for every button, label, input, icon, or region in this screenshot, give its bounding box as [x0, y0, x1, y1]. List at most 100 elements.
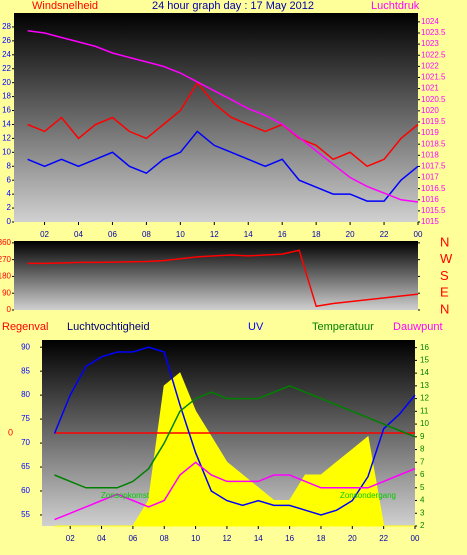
x-tick-label: 00 — [414, 230, 423, 239]
plot-area — [14, 13, 418, 222]
x-tick-label: 02 — [40, 230, 49, 239]
y-tick-label: 55 — [21, 510, 30, 519]
y-tick-label: 0 — [7, 217, 12, 226]
y2-tick-label: 11 — [420, 406, 429, 415]
y2-tick-label: S — [440, 268, 449, 283]
annotation: Zonsondergang — [340, 491, 396, 500]
y2-tick-label: 1018.5 — [421, 139, 446, 148]
legend-label: Dauwpunt — [393, 321, 443, 333]
x-tick-label: 14 — [254, 534, 263, 543]
y-tick-label: 360 — [0, 238, 12, 247]
x-tick-label: 22 — [380, 230, 389, 239]
y-tick-label: 65 — [21, 462, 30, 471]
y2-tick-label: E — [440, 285, 449, 300]
y-tick-label: 60 — [21, 486, 30, 495]
y2-tick-label: 1023.5 — [421, 28, 446, 37]
x-tick-label: 18 — [317, 534, 326, 543]
x-tick-label: 02 — [66, 534, 75, 543]
y2-tick-label: 2 — [420, 521, 425, 530]
y-tick-label: 8 — [7, 161, 12, 170]
y2-tick-label: 1020.5 — [421, 95, 446, 104]
y-tick-label: 10 — [2, 147, 11, 156]
y2-tick-label: 1020 — [421, 106, 439, 115]
y2-tick-label: 1021 — [421, 84, 439, 93]
x-tick-label: 04 — [97, 534, 106, 543]
y-tick-label: 14 — [2, 120, 11, 129]
annotation: Zonsopkomst — [101, 491, 150, 500]
x-tick-label: 10 — [176, 230, 185, 239]
x-tick-label: 08 — [142, 230, 151, 239]
y2-tick-label: 1017.5 — [421, 162, 446, 171]
y2-tick-label: N — [440, 301, 449, 316]
line — [54, 461, 416, 521]
y-tick-label: 16 — [2, 106, 11, 115]
legend-label: Temperatuur — [312, 321, 374, 333]
x-tick-label: 14 — [244, 230, 253, 239]
y2-tick-label: N — [440, 234, 449, 249]
y-tick-label: 6 — [7, 175, 12, 184]
x-tick-label: 22 — [379, 534, 388, 543]
y2-tick-label: 7 — [420, 457, 425, 466]
x-tick-label: 08 — [160, 534, 169, 543]
x-tick-label: 10 — [191, 534, 200, 543]
y2-tick-label: 1016.5 — [421, 184, 446, 193]
y2-tick-label: 1022.5 — [421, 50, 446, 59]
y-tick-label: 12 — [2, 134, 11, 143]
y2-tick-label: 1017 — [421, 173, 439, 182]
line — [27, 249, 419, 308]
legend-label: UV — [248, 321, 264, 333]
y-tick-label: 270 — [0, 255, 12, 264]
line — [53, 346, 416, 516]
y2-tick-label: 6 — [420, 470, 425, 479]
y2-label: Luchtdruk — [371, 0, 420, 12]
y-tick-label: 90 — [2, 288, 11, 297]
y2-tick-label: 1015.5 — [421, 206, 446, 215]
y2-tick-label: 1024 — [421, 17, 439, 26]
line — [27, 81, 419, 168]
x-tick-label: 12 — [210, 230, 219, 239]
y2-tick-label: 1019.5 — [421, 117, 446, 126]
y-tick-label: 2 — [7, 203, 12, 212]
plot-area — [14, 241, 418, 310]
y2-tick-label: 5 — [420, 483, 425, 492]
x-tick-label: 06 — [108, 230, 117, 239]
chart-title: 24 hour graph day : 17 May 2012 — [152, 0, 314, 12]
y2-tick-label: 3 — [420, 508, 425, 517]
x-tick-label: 00 — [411, 534, 420, 543]
y3-tick-label: 0 — [8, 427, 13, 437]
y2-tick-label: 1021.5 — [421, 73, 446, 82]
x-tick-label: 04 — [74, 230, 83, 239]
y2-tick-label: 12 — [420, 394, 429, 403]
y2-tick-label: W — [440, 251, 453, 266]
y-tick-label: 75 — [21, 414, 30, 423]
legend-label: Regenval — [2, 321, 48, 333]
y-tick-label: 180 — [0, 272, 12, 281]
y2-tick-label: 16 — [420, 343, 429, 352]
y2-tick-label: 10 — [420, 419, 429, 428]
y2-tick-label: 9 — [420, 432, 425, 441]
y-tick-label: 90 — [21, 342, 30, 351]
line — [27, 130, 419, 202]
y2-tick-label: 15 — [420, 355, 429, 364]
x-tick-label: 06 — [128, 534, 137, 543]
y-tick-label: 70 — [21, 438, 30, 447]
y-tick-label: 20 — [2, 78, 11, 87]
x-tick-label: 12 — [222, 534, 231, 543]
y-tick-label: 22 — [2, 64, 11, 73]
y2-tick-label: 4 — [420, 496, 425, 505]
y2-tick-label: 1018 — [421, 150, 439, 159]
y2-tick-label: 1019 — [421, 128, 439, 137]
x-tick-label: 20 — [348, 534, 357, 543]
y-tick-label: 80 — [21, 390, 30, 399]
y-tick-label: 18 — [2, 92, 11, 101]
y2-tick-label: 14 — [420, 368, 429, 377]
y2-tick-label: 1022 — [421, 61, 439, 70]
y2-tick-label: 1023 — [421, 39, 439, 48]
line — [54, 385, 416, 489]
x-tick-label: 18 — [312, 230, 321, 239]
x-tick-label: 16 — [285, 534, 294, 543]
x-tick-label: 16 — [278, 230, 287, 239]
y-tick-label: 26 — [2, 36, 11, 45]
legend-label: Luchtvochtigheid — [67, 321, 150, 333]
